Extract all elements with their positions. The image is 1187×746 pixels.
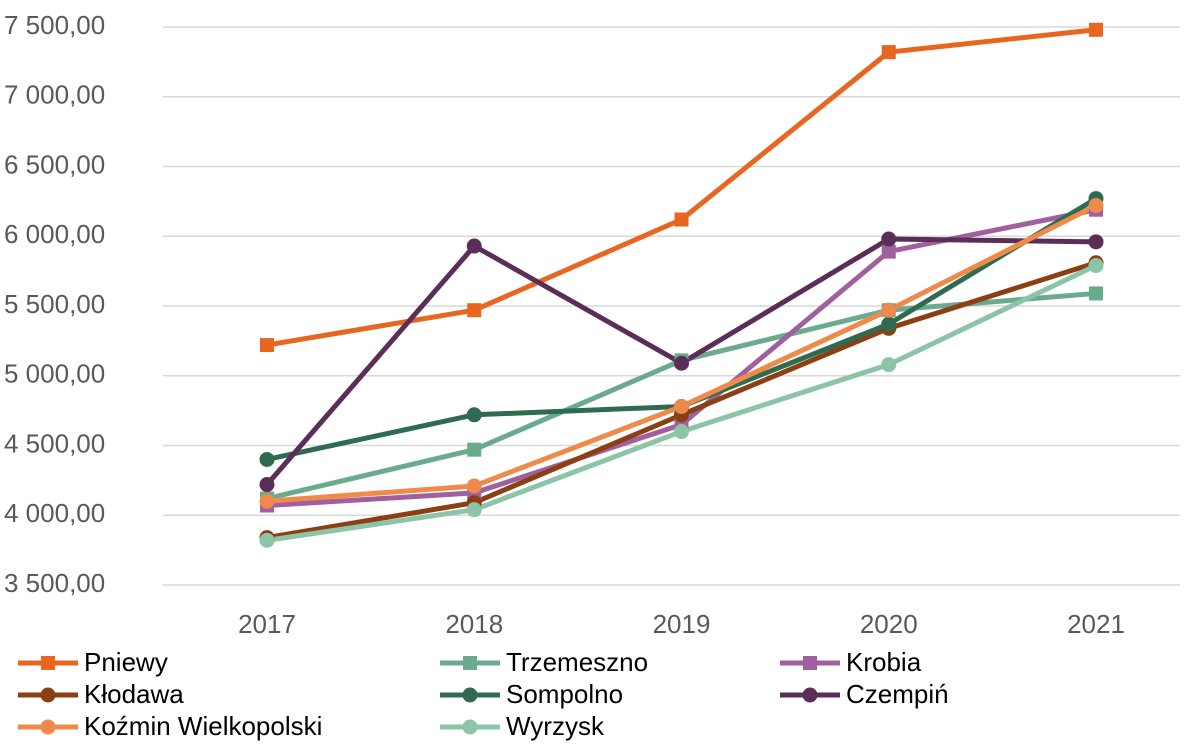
y-tick-label: 4 000,00 xyxy=(4,498,105,528)
data-point xyxy=(674,398,689,414)
legend-label: Sompolno xyxy=(506,679,623,709)
legend-label: Trzemeszno xyxy=(506,647,648,677)
y-tick-label: 7 500,00 xyxy=(4,10,105,40)
legend-label: Kłodawa xyxy=(84,679,184,709)
legend-marker xyxy=(40,687,56,703)
data-point xyxy=(259,532,275,548)
y-tick-label: 5 500,00 xyxy=(4,289,105,319)
data-point xyxy=(881,45,896,60)
data-point xyxy=(1088,198,1104,214)
legend-label: Pniewy xyxy=(84,647,168,677)
legend-marker xyxy=(462,687,478,703)
data-point xyxy=(466,502,482,518)
legend-marker xyxy=(463,656,477,670)
legend-marker xyxy=(462,719,478,735)
data-point xyxy=(881,316,897,332)
series-line xyxy=(266,27,1097,348)
y-tick-label: 5 000,00 xyxy=(4,359,105,389)
data-point xyxy=(1089,22,1103,37)
data-point xyxy=(259,493,275,509)
data-point xyxy=(467,303,482,318)
legend-label: Koźmin Wielkopolski xyxy=(84,711,322,741)
data-point xyxy=(466,478,482,494)
legend-label: Wyrzysk xyxy=(506,711,605,741)
y-tick-label: 3 500,00 xyxy=(4,568,105,598)
data-point xyxy=(1088,258,1104,274)
data-point xyxy=(881,244,896,259)
data-point xyxy=(881,231,897,247)
y-tick-label: 4 500,00 xyxy=(4,428,105,458)
legend-label: Czempiń xyxy=(846,679,949,709)
data-point xyxy=(259,477,275,493)
data-point xyxy=(881,302,897,318)
data-point xyxy=(674,355,689,371)
data-point xyxy=(466,407,482,423)
legend-marker xyxy=(802,687,818,703)
y-tick-label: 6 000,00 xyxy=(4,219,105,249)
legend-marker xyxy=(803,656,817,670)
data-point xyxy=(466,238,482,254)
data-point xyxy=(259,451,275,467)
legend-marker xyxy=(41,656,55,670)
x-tick-label: 2020 xyxy=(860,609,918,639)
x-tick-label: 2017 xyxy=(238,609,296,639)
data-point xyxy=(674,424,689,440)
x-tick-label: 2018 xyxy=(445,609,503,639)
data-point xyxy=(1089,286,1103,301)
x-tick-label: 2021 xyxy=(1067,609,1125,639)
data-point xyxy=(1088,234,1104,250)
data-point xyxy=(260,338,274,353)
data-point xyxy=(674,212,689,227)
legend-marker xyxy=(40,719,56,735)
x-tick-label: 2019 xyxy=(653,609,711,639)
data-point xyxy=(467,442,482,457)
y-tick-label: 7 000,00 xyxy=(4,80,105,110)
data-point xyxy=(881,357,897,373)
y-tick-label: 6 500,00 xyxy=(4,149,105,179)
legend-label: Krobia xyxy=(846,647,922,677)
